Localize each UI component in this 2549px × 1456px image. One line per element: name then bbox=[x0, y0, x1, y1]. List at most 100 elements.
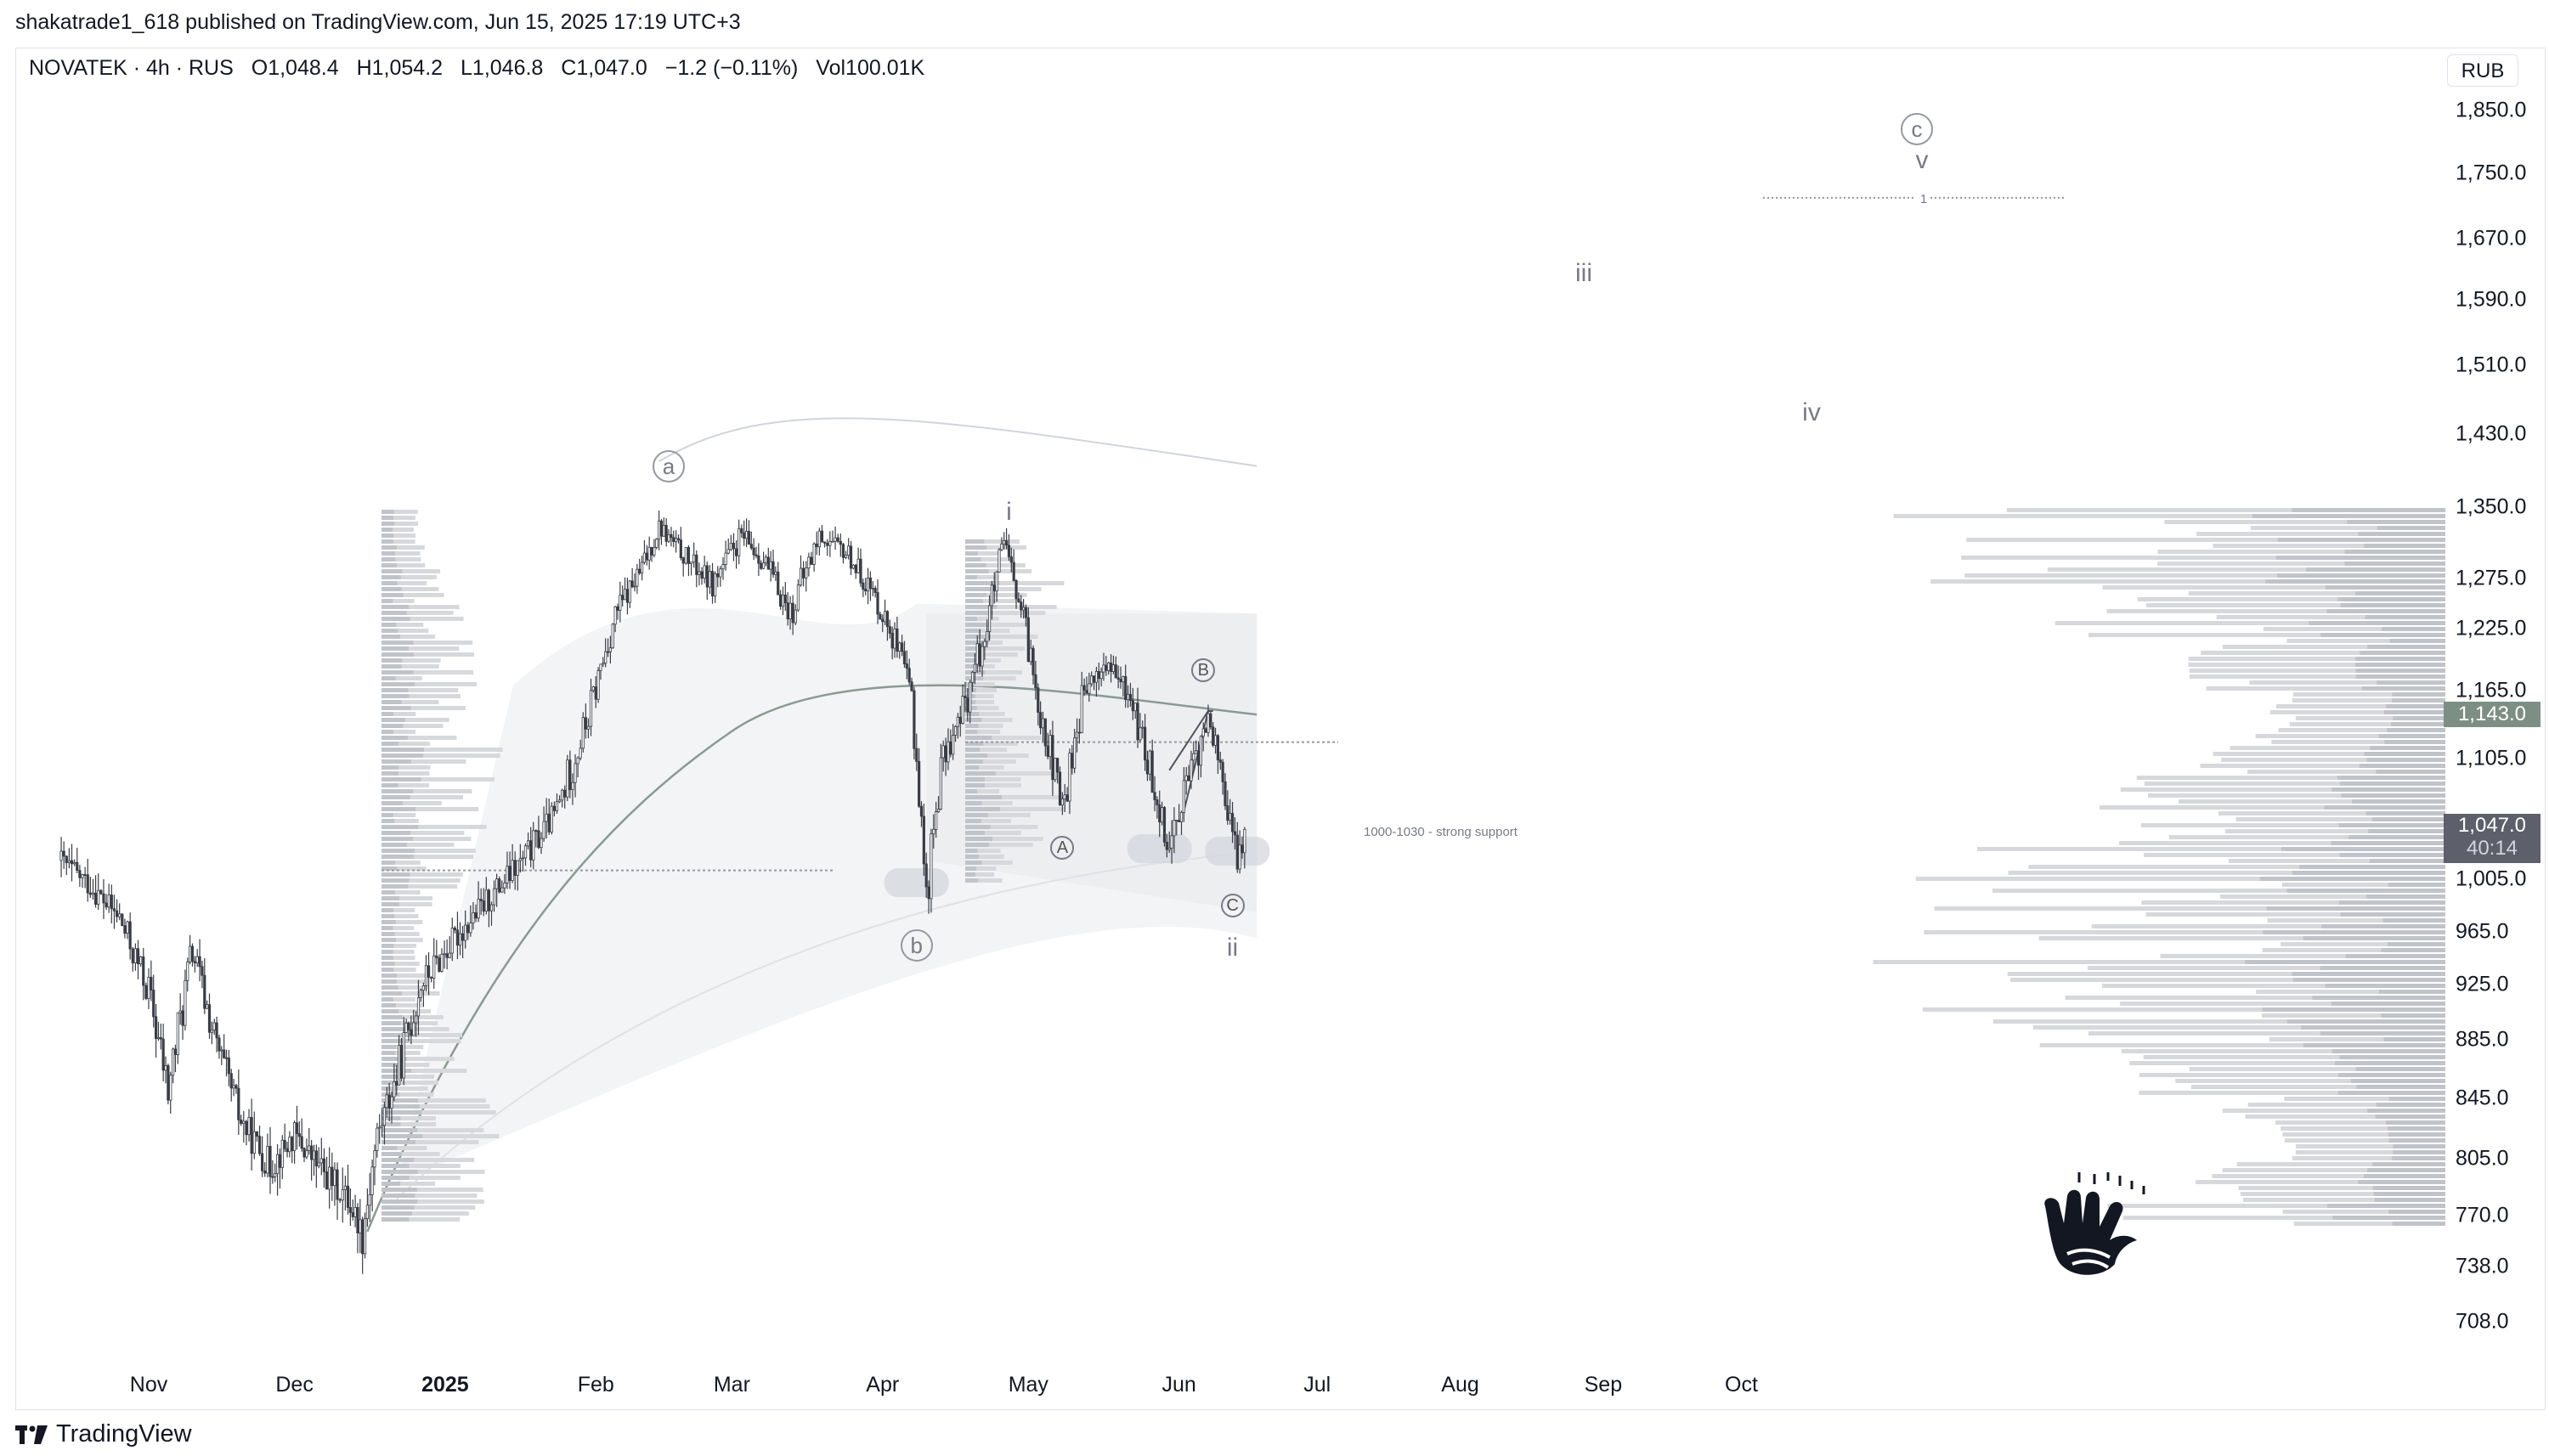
chart-frame[interactable] bbox=[15, 48, 2546, 1410]
close-key: C bbox=[561, 56, 577, 80]
candle-body bbox=[659, 520, 664, 537]
session-profile-bar bbox=[382, 1217, 461, 1222]
fixed-range-profile-bar-core bbox=[2384, 740, 2445, 744]
session-profile-bar bbox=[382, 718, 449, 722]
candle-body bbox=[167, 1065, 170, 1101]
candle-body bbox=[1207, 713, 1210, 733]
fixed-range-profile-bar bbox=[2188, 657, 2445, 661]
candle-body bbox=[676, 538, 681, 540]
candle-body bbox=[952, 735, 955, 755]
session-profile-bar-core bbox=[382, 516, 393, 520]
fixed-range-profile-bar-core bbox=[2252, 514, 2445, 518]
session-profile-bar-core bbox=[382, 1009, 399, 1013]
candle-body bbox=[1199, 736, 1202, 766]
fixed-range-profile-bar bbox=[1992, 1019, 2445, 1024]
session-profile-bar-core bbox=[382, 997, 393, 1002]
symbol-label[interactable]: NOVATEK · 4h · RUS bbox=[29, 56, 234, 80]
fixed-range-profile-bar bbox=[1964, 573, 2445, 578]
candle-body bbox=[944, 745, 947, 763]
session-profile-bar bbox=[382, 813, 416, 817]
price-tick-label: 885.0 bbox=[2456, 1027, 2509, 1052]
fixed-range-profile-bar bbox=[2054, 621, 2445, 625]
session-profile-bar bbox=[382, 1098, 486, 1103]
session-profile-bar bbox=[382, 950, 415, 954]
candle-body bbox=[1037, 687, 1040, 713]
candle-body bbox=[623, 589, 627, 601]
session-profile-bar-core bbox=[382, 635, 401, 639]
candle-body bbox=[1063, 794, 1066, 799]
fixed-range-profile-bar-core bbox=[2324, 805, 2445, 810]
candle-body bbox=[1131, 700, 1134, 712]
fixed-range-profile-bar-core bbox=[2360, 651, 2445, 655]
candle-body bbox=[698, 571, 701, 575]
candle-body bbox=[1051, 735, 1054, 781]
candle-body bbox=[932, 829, 935, 835]
candle-body bbox=[1238, 844, 1241, 870]
session-profile-bar bbox=[382, 1110, 496, 1115]
session-profile-bar bbox=[382, 1122, 437, 1126]
candle-body bbox=[873, 588, 877, 593]
candle-body bbox=[1075, 731, 1079, 739]
session-profile-bar bbox=[382, 617, 464, 621]
candle-body bbox=[930, 833, 933, 900]
fixed-range-profile-bar-core bbox=[2306, 567, 2445, 572]
session-profile-bar-core bbox=[965, 872, 975, 877]
candle-body bbox=[596, 670, 600, 700]
candle-body bbox=[859, 558, 862, 584]
candle-body bbox=[1060, 799, 1064, 806]
candle-body bbox=[566, 759, 569, 798]
candle-body bbox=[1173, 820, 1176, 837]
candle-body bbox=[412, 1022, 415, 1036]
candle-body bbox=[351, 1212, 354, 1217]
candle-body bbox=[189, 945, 192, 962]
time-tick-label: Dec bbox=[275, 1373, 314, 1397]
fixed-range-profile-bar-core bbox=[2388, 1126, 2445, 1131]
candle-body bbox=[1054, 758, 1057, 781]
candle-body bbox=[1099, 671, 1103, 680]
session-profile-bar bbox=[965, 652, 1018, 657]
fixed-range-profile-bar-core bbox=[2377, 526, 2445, 530]
session-profile-bar bbox=[965, 670, 1022, 674]
candle-body bbox=[458, 933, 462, 946]
candle-body bbox=[1167, 847, 1171, 850]
fixed-range-profile-bar-core bbox=[2326, 609, 2445, 613]
tradingview-footer[interactable]: TradingView bbox=[15, 1420, 192, 1448]
candle-body bbox=[1085, 690, 1088, 694]
session-profile-bar-core bbox=[382, 938, 397, 942]
fixed-range-profile-bar-core bbox=[2303, 936, 2445, 940]
fixed-range-profile-bar bbox=[2006, 508, 2445, 512]
candle-body bbox=[506, 866, 509, 883]
candle-body bbox=[201, 966, 204, 976]
candle-body bbox=[297, 1133, 301, 1137]
candle-body bbox=[898, 642, 901, 652]
candle-body bbox=[438, 957, 441, 972]
currency-button[interactable]: RUB bbox=[2447, 54, 2518, 87]
session-profile-bar bbox=[382, 730, 416, 734]
candle-body bbox=[184, 979, 187, 1026]
fixed-range-profile-bar bbox=[2293, 1222, 2445, 1226]
candle-body bbox=[744, 531, 749, 539]
candle-body bbox=[672, 537, 675, 543]
candle-body bbox=[834, 537, 837, 542]
candle-body bbox=[958, 716, 962, 725]
session-profile-bar bbox=[965, 688, 998, 692]
candle-body bbox=[1139, 727, 1142, 741]
session-profile-bar bbox=[965, 694, 994, 698]
session-profile-bar bbox=[382, 991, 440, 996]
candle-body bbox=[779, 594, 783, 607]
price-tick-label: 1,510.0 bbox=[2456, 353, 2527, 377]
fixed-range-profile-bar-core bbox=[2383, 1037, 2445, 1041]
session-profile-bar-core bbox=[965, 878, 979, 883]
session-profile-bar-core bbox=[965, 605, 998, 609]
fixed-range-profile-bar bbox=[2088, 966, 2445, 970]
fixed-range-profile-bar-core bbox=[2312, 996, 2445, 1000]
price-tick-label: 925.0 bbox=[2456, 972, 2509, 996]
candle-body bbox=[395, 1081, 398, 1086]
session-profile-bar-core bbox=[382, 1045, 397, 1049]
candle-body bbox=[210, 1030, 213, 1033]
session-profile-bar-core bbox=[382, 718, 405, 722]
session-profile-bar-core bbox=[382, 914, 395, 918]
session-profile-bar bbox=[965, 849, 1001, 853]
session-profile-bar-core bbox=[382, 1104, 420, 1109]
